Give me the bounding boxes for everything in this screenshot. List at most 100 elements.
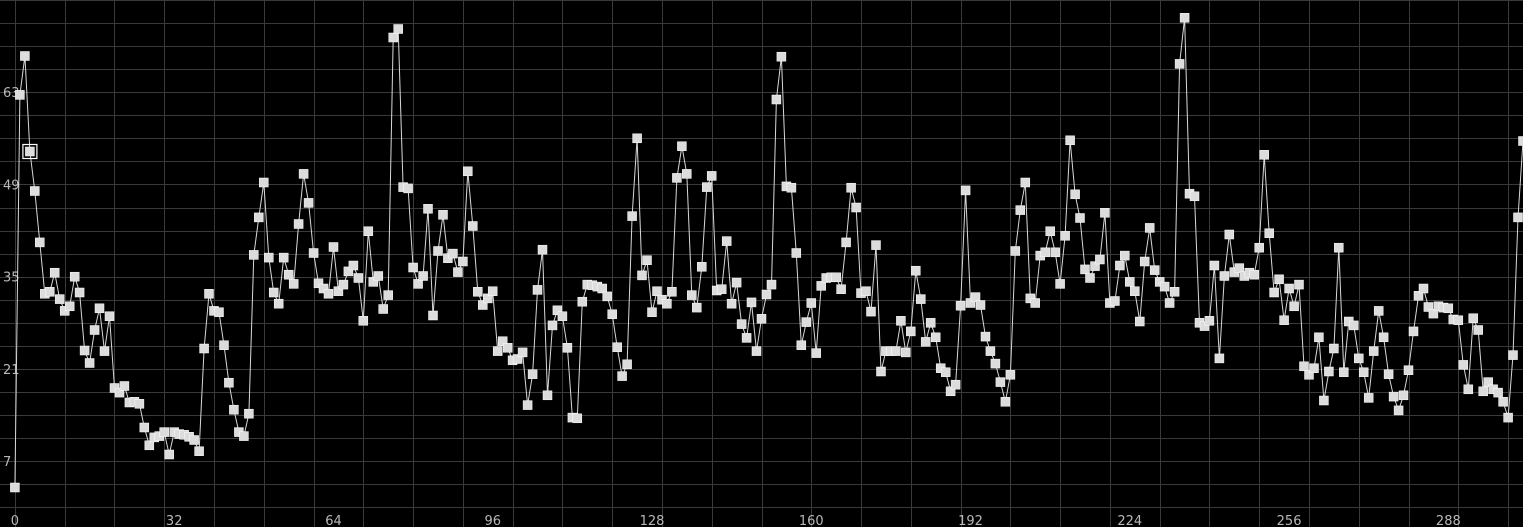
data-point[interactable]	[25, 146, 35, 157]
data-point[interactable]	[1060, 231, 1070, 241]
data-point[interactable]	[497, 336, 508, 346]
data-point[interactable]	[1269, 287, 1279, 298]
data-point[interactable]	[1503, 412, 1513, 423]
data-point[interactable]	[597, 283, 607, 294]
data-point[interactable]	[736, 319, 747, 329]
data-point[interactable]	[239, 431, 249, 441]
data-point[interactable]	[801, 317, 812, 327]
data-point[interactable]	[1000, 397, 1011, 407]
data-point[interactable]	[1349, 320, 1359, 331]
data-point[interactable]	[268, 287, 279, 298]
data-point[interactable]	[453, 267, 463, 277]
data-point[interactable]	[1040, 247, 1050, 258]
data-point[interactable]	[99, 346, 110, 356]
data-point[interactable]	[1020, 177, 1031, 188]
data-point[interactable]	[383, 290, 393, 300]
data-point[interactable]	[901, 347, 911, 358]
data-point[interactable]	[995, 377, 1006, 387]
data-point[interactable]	[273, 298, 284, 309]
data-point[interactable]	[527, 369, 538, 379]
data-point[interactable]	[473, 287, 483, 297]
data-point[interactable]	[1428, 308, 1439, 319]
data-point[interactable]	[627, 211, 637, 221]
data-point[interactable]	[74, 287, 85, 298]
data-point[interactable]	[731, 277, 742, 288]
data-point[interactable]	[288, 279, 299, 289]
data-point[interactable]	[30, 186, 40, 196]
data-point[interactable]	[811, 348, 821, 358]
data-point[interactable]	[1378, 332, 1389, 343]
data-point[interactable]	[925, 318, 936, 328]
data-point[interactable]	[139, 422, 150, 433]
data-point[interactable]	[1254, 242, 1264, 253]
data-point[interactable]	[114, 387, 125, 398]
data-point[interactable]	[502, 343, 513, 353]
data-point[interactable]	[836, 284, 846, 294]
data-point[interactable]	[1383, 369, 1394, 379]
data-point[interactable]	[1324, 366, 1334, 377]
data-point[interactable]	[254, 212, 264, 223]
data-point[interactable]	[716, 284, 727, 294]
data-point[interactable]	[816, 281, 826, 291]
data-point[interactable]	[960, 185, 971, 196]
data-point[interactable]	[487, 286, 498, 296]
data-point[interactable]	[54, 294, 65, 304]
data-point[interactable]	[667, 287, 677, 297]
data-point[interactable]	[1274, 274, 1284, 285]
data-point[interactable]	[662, 298, 672, 309]
data-point[interactable]	[1423, 302, 1434, 312]
data-point[interactable]	[1080, 264, 1090, 275]
data-point[interactable]	[617, 371, 627, 381]
data-point[interactable]	[1284, 283, 1294, 294]
data-point[interactable]	[1249, 269, 1259, 280]
data-point[interactable]	[1219, 271, 1230, 281]
data-point[interactable]	[249, 250, 259, 260]
data-point[interactable]	[1498, 397, 1508, 407]
data-point[interactable]	[980, 331, 991, 342]
data-point[interactable]	[308, 248, 319, 258]
data-point[interactable]	[916, 294, 926, 304]
data-point[interactable]	[1458, 360, 1469, 370]
data-point[interactable]	[20, 51, 30, 61]
data-point[interactable]	[677, 141, 687, 151]
data-point[interactable]	[199, 343, 209, 354]
data-point[interactable]	[1418, 283, 1429, 294]
data-point[interactable]	[965, 298, 976, 308]
data-point[interactable]	[557, 311, 568, 321]
data-point[interactable]	[706, 171, 717, 181]
data-point[interactable]	[517, 347, 528, 358]
data-point[interactable]	[1339, 367, 1349, 377]
series-markers[interactable]	[10, 13, 1523, 493]
data-point[interactable]	[1055, 279, 1065, 289]
data-point[interactable]	[896, 316, 906, 326]
data-point[interactable]	[761, 289, 772, 300]
data-point[interactable]	[378, 304, 388, 314]
data-point[interactable]	[104, 311, 115, 321]
data-point[interactable]	[512, 354, 523, 364]
data-point[interactable]	[1224, 229, 1235, 240]
data-point[interactable]	[1373, 306, 1384, 316]
data-point[interactable]	[428, 310, 438, 321]
data-point[interactable]	[1508, 350, 1518, 360]
data-point[interactable]	[1149, 265, 1160, 275]
data-point[interactable]	[333, 286, 344, 296]
data-point[interactable]	[64, 301, 75, 312]
data-point[interactable]	[1130, 286, 1140, 296]
data-point[interactable]	[35, 237, 45, 248]
data-point[interactable]	[1085, 273, 1095, 283]
data-point[interactable]	[1075, 213, 1085, 223]
data-point[interactable]	[1443, 303, 1454, 314]
data-point[interactable]	[1483, 377, 1493, 387]
data-point[interactable]	[303, 198, 314, 208]
data-point[interactable]	[15, 90, 25, 100]
data-point[interactable]	[637, 270, 647, 281]
data-point[interactable]	[1005, 370, 1016, 380]
data-point[interactable]	[393, 24, 403, 34]
data-point[interactable]	[771, 94, 782, 105]
data-point[interactable]	[388, 32, 398, 43]
data-point[interactable]	[1189, 191, 1200, 202]
data-point[interactable]	[831, 272, 841, 283]
data-point[interactable]	[219, 340, 229, 350]
data-point[interactable]	[358, 316, 369, 326]
data-point[interactable]	[1478, 386, 1488, 397]
